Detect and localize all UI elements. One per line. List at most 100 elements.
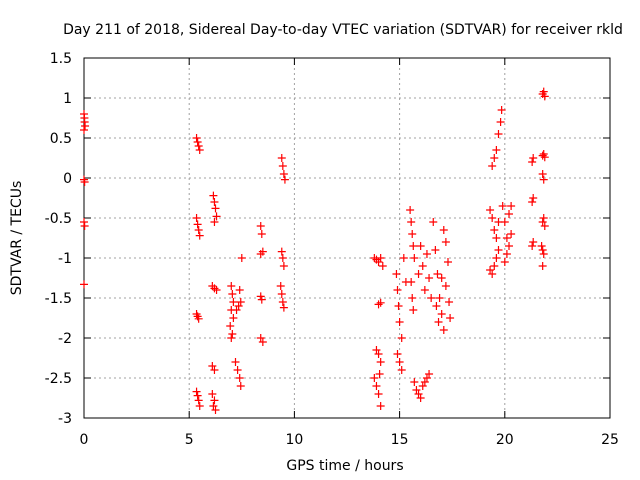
data-point xyxy=(192,387,201,396)
data-point xyxy=(372,382,381,390)
data-point xyxy=(228,290,237,298)
y-tick-label: -0.5 xyxy=(45,211,72,227)
data-point xyxy=(488,214,497,222)
data-point xyxy=(277,154,286,162)
data-point xyxy=(393,350,402,358)
data-point xyxy=(408,230,417,238)
data-point xyxy=(441,238,450,246)
data-point xyxy=(406,206,415,214)
y-tick-label: -2 xyxy=(58,331,72,347)
data-point xyxy=(539,175,548,184)
data-point xyxy=(195,231,204,240)
data-point xyxy=(410,378,419,386)
data-point xyxy=(257,230,266,238)
y-tick-label: -2.5 xyxy=(45,371,72,387)
data-point xyxy=(378,262,387,270)
data-point xyxy=(540,222,549,230)
data-point xyxy=(376,358,385,366)
data-point xyxy=(210,396,219,405)
data-point xyxy=(376,254,385,262)
y-tick-label: 1 xyxy=(63,91,72,107)
data-point xyxy=(258,338,267,346)
data-point xyxy=(229,314,238,322)
data-point xyxy=(540,92,549,101)
data-point xyxy=(235,374,244,382)
data-point xyxy=(422,250,431,258)
data-point xyxy=(231,358,240,366)
data-point xyxy=(528,198,537,206)
data-point xyxy=(397,334,406,342)
data-point xyxy=(278,162,287,170)
data-point xyxy=(502,234,511,242)
data-point xyxy=(441,282,450,290)
data-point xyxy=(537,242,546,250)
data-point xyxy=(437,310,446,318)
data-point xyxy=(395,318,404,326)
data-point xyxy=(429,218,438,226)
data-point xyxy=(539,87,548,96)
data-point xyxy=(500,258,509,266)
data-point xyxy=(505,242,514,250)
data-point xyxy=(256,250,265,258)
data-point xyxy=(488,270,497,278)
data-point xyxy=(278,298,287,306)
data-point xyxy=(425,274,434,282)
data-point xyxy=(439,226,448,234)
data-point xyxy=(235,286,244,294)
data-point xyxy=(397,366,406,374)
data-point xyxy=(432,302,441,310)
data-point xyxy=(195,402,204,410)
data-point xyxy=(439,326,448,334)
data-point xyxy=(498,202,507,210)
data-point xyxy=(434,318,443,326)
data-point xyxy=(446,314,455,322)
data-point xyxy=(408,294,417,302)
data-point xyxy=(194,396,203,405)
data-point xyxy=(507,202,516,210)
data-point xyxy=(427,294,436,302)
data-point xyxy=(277,247,286,256)
y-tick-label: -1 xyxy=(58,251,72,267)
data-point xyxy=(194,142,203,150)
data-point xyxy=(211,204,220,213)
data-point xyxy=(529,238,538,246)
data-point xyxy=(236,298,245,306)
data-point xyxy=(528,242,537,250)
data-point xyxy=(394,302,403,310)
data-point xyxy=(399,254,408,262)
data-point xyxy=(81,122,90,130)
data-point xyxy=(497,106,506,114)
data-point xyxy=(195,146,204,154)
data-point xyxy=(539,214,548,222)
data-point xyxy=(194,314,203,323)
data-point xyxy=(226,322,235,330)
data-point xyxy=(236,382,245,390)
data-point xyxy=(257,295,266,304)
data-point xyxy=(409,242,418,250)
data-point xyxy=(490,154,499,162)
data-point xyxy=(80,222,89,230)
data-point xyxy=(418,262,427,270)
data-point xyxy=(276,282,285,290)
data-point xyxy=(370,374,379,382)
data-point xyxy=(505,210,514,218)
data-point xyxy=(376,402,385,410)
x-tick-label: 5 xyxy=(185,432,194,448)
data-point xyxy=(410,254,419,262)
data-point xyxy=(414,270,423,278)
data-point xyxy=(210,218,219,226)
data-point xyxy=(194,226,203,234)
x-tick-labels: 0 5 10 15 20 25 xyxy=(80,432,619,448)
data-point xyxy=(431,246,440,254)
data-point xyxy=(507,230,516,238)
data-point xyxy=(279,303,288,312)
x-tick-label: 20 xyxy=(496,432,514,448)
data-point xyxy=(375,370,384,378)
data-point xyxy=(277,290,286,298)
data-point xyxy=(443,258,452,266)
data-point xyxy=(420,286,429,294)
x-tick-label: 10 xyxy=(285,432,303,448)
data-point xyxy=(435,294,444,302)
data-point xyxy=(538,246,547,254)
